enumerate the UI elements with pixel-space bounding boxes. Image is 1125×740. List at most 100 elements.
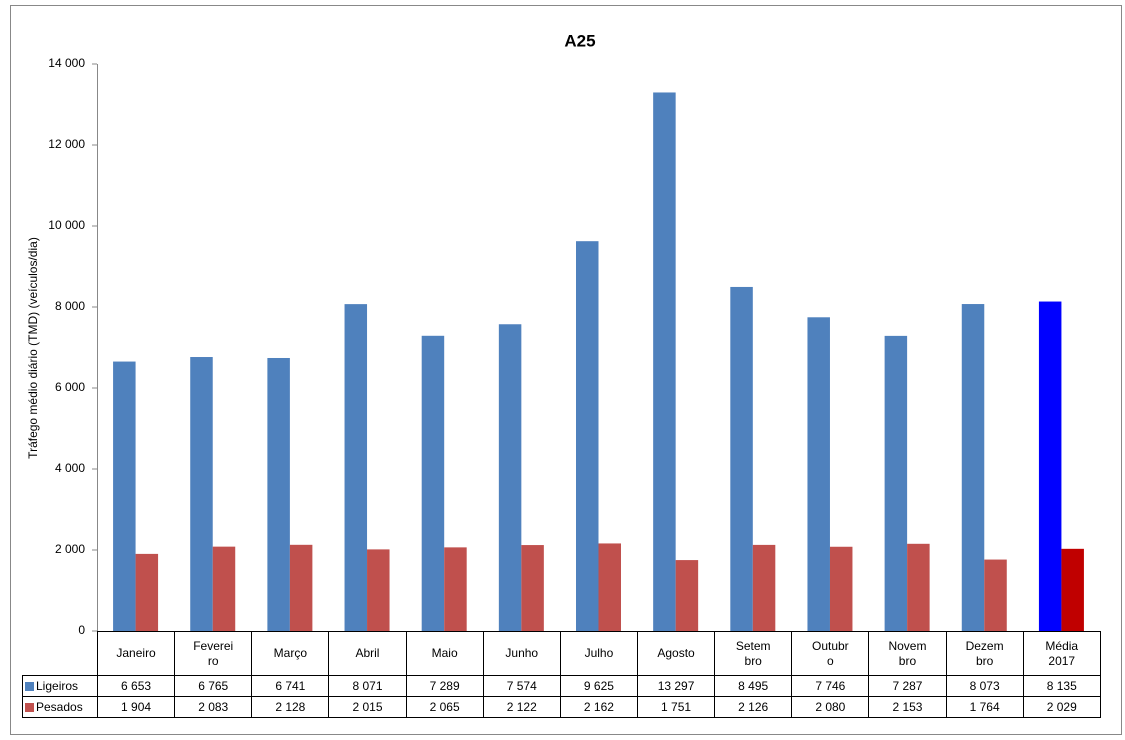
value-label: 7 746 xyxy=(791,675,870,697)
x-tick-label: Média 2017 xyxy=(1045,638,1079,668)
y-tick-label: 8 000 xyxy=(55,299,85,313)
value-label: 2 065 xyxy=(405,696,484,718)
category-cell: Janeiro xyxy=(96,631,176,676)
chart-border xyxy=(10,5,1122,735)
value-label: 1 751 xyxy=(636,696,716,718)
y-tick-label: 14 000 xyxy=(48,56,85,70)
bar xyxy=(907,543,930,631)
x-tick-label: Setembro xyxy=(735,638,771,668)
category-cell: Maio xyxy=(405,631,484,676)
y-tick-label: 12 000 xyxy=(48,137,85,151)
bar xyxy=(884,335,908,631)
y-tick-label: 2 000 xyxy=(55,542,85,556)
category-cell: Julho xyxy=(559,631,638,676)
bar xyxy=(598,543,621,631)
bar xyxy=(807,317,830,631)
value-label: 2 122 xyxy=(482,696,561,718)
bar xyxy=(498,324,522,631)
bar xyxy=(113,361,136,631)
x-tick-label: Julho xyxy=(584,646,614,660)
bar xyxy=(984,559,1007,631)
value-label: 8 495 xyxy=(714,675,793,697)
bar xyxy=(521,545,544,631)
value-label: 6 741 xyxy=(251,675,330,697)
data-table: Janeiro Fevereiro Março Abril Maio Junho Julho… xyxy=(22,631,1101,718)
value-label: 2 126 xyxy=(714,696,793,718)
value-label: 7 287 xyxy=(868,675,947,697)
bar xyxy=(444,547,467,631)
value-label: 6 765 xyxy=(174,675,253,697)
category-cell: Outubro xyxy=(791,631,870,676)
bar xyxy=(367,549,390,631)
x-tick-label: Junho xyxy=(505,646,539,660)
bar xyxy=(961,304,985,631)
y-tick-label: 4 000 xyxy=(55,461,85,475)
table-row: Pesados 1 904 2 083 2 128 2 015 2 065 2 122 2 1… xyxy=(22,696,1101,718)
value-label: 2 080 xyxy=(791,696,870,718)
y-axis-label: Tráfego médio diário (TMD) (veículos/dia… xyxy=(26,237,40,459)
category-cell: Março xyxy=(251,631,330,676)
bar xyxy=(212,546,236,631)
value-label: 8 135 xyxy=(1022,675,1101,697)
x-tick-label: Agosto xyxy=(657,646,695,660)
x-tick-label: Fevereiro xyxy=(193,638,234,668)
value-label: 13 297 xyxy=(636,675,716,697)
value-label: 2 153 xyxy=(868,696,947,718)
value-label: 9 625 xyxy=(559,675,638,697)
legend-entry: Ligeiros xyxy=(22,675,98,697)
bar xyxy=(344,304,368,631)
x-tick-label: Novembro xyxy=(888,638,927,668)
category-cell: Dezembro xyxy=(945,631,1024,676)
bar xyxy=(730,286,753,631)
x-tick-label: Dezembro xyxy=(965,638,1004,668)
bar xyxy=(267,357,290,631)
category-cell: Abril xyxy=(328,631,407,676)
bar xyxy=(190,357,213,631)
value-label: 2 083 xyxy=(174,696,253,718)
value-label: 7 574 xyxy=(482,675,561,697)
x-tick-label: Março xyxy=(273,646,308,660)
x-tick-label: Abril xyxy=(355,646,380,660)
y-tick-label: 0 xyxy=(78,623,85,637)
category-cell: Agosto xyxy=(636,631,716,676)
table-header-row: Janeiro Fevereiro Março Abril Maio Junho Julho… xyxy=(22,631,1101,676)
bar xyxy=(829,546,853,631)
bar xyxy=(675,560,699,631)
category-cell: Setembro xyxy=(714,631,793,676)
bar xyxy=(421,335,445,631)
value-label: 2 162 xyxy=(559,696,638,718)
y-tick-label: 6 000 xyxy=(55,380,85,394)
value-label: 8 071 xyxy=(328,675,407,697)
bar xyxy=(1038,301,1062,631)
category-cell: Fevereiro xyxy=(174,631,253,676)
category-cell: Novembro xyxy=(868,631,947,676)
bar xyxy=(1061,548,1084,631)
legend-entry: Pesados xyxy=(22,696,98,718)
value-label: 2 015 xyxy=(328,696,407,718)
legend-swatch xyxy=(25,682,34,691)
legend-label: Pesados xyxy=(36,700,83,714)
x-tick-label: Outubro xyxy=(811,638,849,668)
y-tick-label: 10 000 xyxy=(48,218,85,232)
value-label: 6 653 xyxy=(96,675,176,697)
bar xyxy=(653,92,676,631)
category-cell: Junho xyxy=(482,631,561,676)
value-label: 2 128 xyxy=(251,696,330,718)
table-row: Ligeiros 6 653 6 765 6 741 8 071 7 289 7 574 9 … xyxy=(22,675,1101,697)
value-label: 1 764 xyxy=(945,696,1024,718)
bar xyxy=(576,241,599,631)
chart-title: A25 xyxy=(564,31,595,50)
value-label: 8 073 xyxy=(945,675,1024,697)
value-label: 1 904 xyxy=(96,696,176,718)
bar xyxy=(752,544,776,631)
value-label: 7 289 xyxy=(405,675,484,697)
legend-label: Ligeiros xyxy=(36,679,79,693)
x-tick-label: Maio xyxy=(431,646,458,660)
legend-swatch xyxy=(25,703,34,712)
x-tick-label: Janeiro xyxy=(116,646,156,660)
bar xyxy=(289,544,313,631)
category-cell: Média 2017 xyxy=(1022,631,1101,676)
bar xyxy=(135,553,159,631)
